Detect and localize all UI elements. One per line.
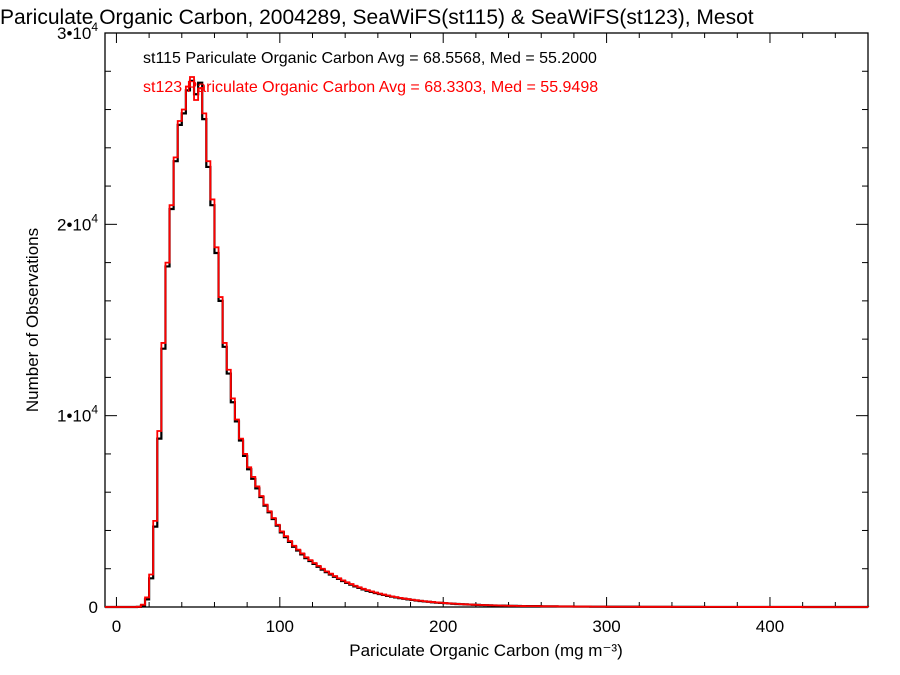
y-tick-label: 2•104 — [57, 211, 98, 234]
legend-entry-st123: st123 Pariculate Organic Carbon Avg = 68… — [143, 79, 598, 96]
series-line-st123 — [105, 76, 869, 608]
y-tick-labels: 0 1•104 2•104 3•104 — [57, 20, 98, 617]
legend-entry-st115: st115 Pariculate Organic Carbon Avg = 68… — [143, 50, 597, 67]
y-axis-label: Number of Observations — [23, 228, 42, 412]
y-tick-label: 1•104 — [57, 403, 98, 426]
y-tick-label: 3•104 — [57, 20, 98, 43]
x-tick-label: 100 — [266, 617, 294, 636]
x-tick-label: 0 — [112, 617, 121, 636]
x-tick-labels: 0 100 200 300 400 — [112, 617, 784, 636]
axis-ticks — [105, 32, 869, 608]
series-line-st115 — [105, 79, 870, 609]
x-tick-label: 200 — [429, 617, 457, 636]
x-tick-label: 300 — [592, 617, 620, 636]
x-axis-label: Pariculate Organic Carbon (mg m⁻³) — [349, 641, 623, 660]
y-tick-label: 0 — [89, 598, 98, 617]
chart-title: Pariculate Organic Carbon, 2004289, SeaW… — [0, 6, 754, 29]
series-layer — [105, 76, 870, 609]
plot-frame — [104, 32, 869, 608]
x-tick-label: 400 — [756, 617, 784, 636]
